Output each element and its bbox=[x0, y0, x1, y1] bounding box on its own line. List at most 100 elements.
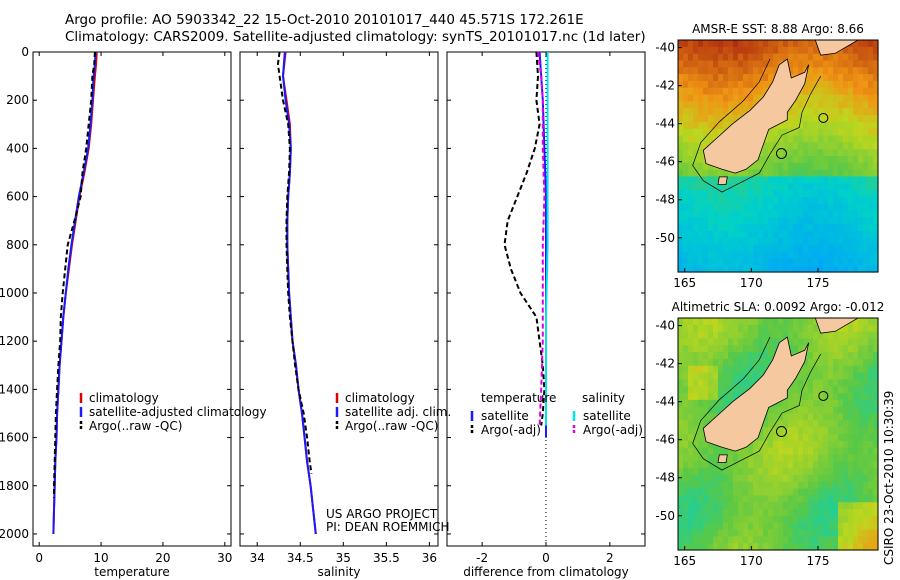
sst_map-cell bbox=[683, 149, 689, 157]
sst_map-cell bbox=[728, 101, 734, 109]
sla_map-cell bbox=[813, 324, 819, 333]
sst_map-cell bbox=[823, 190, 829, 198]
sst_map-cell bbox=[833, 53, 839, 62]
sst_map-cell bbox=[773, 135, 779, 143]
sla_map-cell bbox=[848, 379, 854, 387]
sst_map-cell bbox=[808, 183, 814, 191]
sst_map-cell bbox=[808, 74, 814, 82]
sst_map-cell bbox=[693, 265, 699, 273]
sla_map-cell bbox=[793, 393, 799, 401]
sst_map-cell bbox=[788, 176, 794, 184]
sla_map-cell bbox=[848, 427, 854, 435]
sla_map-cell bbox=[703, 338, 709, 346]
sst_map-cell bbox=[688, 142, 694, 150]
sla_map-cell bbox=[703, 358, 709, 367]
sst_map-cell bbox=[708, 53, 714, 62]
sla_map-cell bbox=[843, 399, 849, 408]
sla_map-cell bbox=[738, 522, 744, 531]
sla_map-cell bbox=[718, 345, 724, 353]
sst_map-cell bbox=[758, 169, 764, 178]
sla_map-cell bbox=[863, 420, 869, 428]
sst_map-cell bbox=[703, 121, 709, 130]
sla_map-cell bbox=[748, 488, 754, 497]
sla_map-cell bbox=[858, 447, 864, 456]
sst_map-cell bbox=[843, 94, 849, 103]
sst_map-cell bbox=[678, 265, 684, 273]
sla_map-cell bbox=[713, 454, 719, 462]
sla_map-cell bbox=[828, 481, 834, 490]
sla_map-cell bbox=[688, 352, 694, 360]
sst_map-cell bbox=[713, 176, 719, 184]
sst_map-cell bbox=[818, 156, 824, 164]
sla_map-cell bbox=[823, 331, 829, 340]
sla_map-cell bbox=[788, 468, 794, 476]
sla_map-cell bbox=[698, 318, 704, 326]
sst_map-cell bbox=[753, 162, 759, 171]
sla_map-cell bbox=[738, 488, 744, 497]
sla_map-cell bbox=[843, 474, 849, 483]
sst_map-cell bbox=[868, 135, 874, 143]
sla_map-cell bbox=[713, 522, 719, 531]
sla_map-cell bbox=[843, 536, 849, 544]
sla_map-cell bbox=[708, 331, 714, 340]
sst_map-cell bbox=[758, 87, 764, 96]
sla_map-cell bbox=[868, 440, 874, 449]
sst_map-cell bbox=[798, 128, 804, 137]
sla_map-south-island bbox=[702, 336, 810, 452]
sst_map-cell bbox=[823, 80, 829, 89]
sla_map-cell bbox=[728, 365, 734, 374]
sst_map-cell bbox=[753, 67, 759, 75]
sst_map-cell bbox=[853, 46, 859, 55]
sst_map-cell bbox=[748, 231, 754, 239]
sla_map-cell bbox=[868, 454, 874, 462]
sst_map-cell bbox=[703, 265, 709, 273]
sst_map-cell bbox=[728, 203, 734, 212]
sla_map-cell bbox=[853, 488, 859, 497]
sla_map-cell bbox=[823, 515, 829, 524]
sst_map-cell bbox=[763, 162, 769, 171]
sla_map-cell bbox=[783, 318, 789, 326]
sla_map-cell bbox=[723, 386, 729, 394]
sst_map-cell bbox=[843, 162, 849, 171]
sst_map-cell bbox=[803, 80, 809, 89]
sla_map-cell bbox=[718, 338, 724, 346]
sla_map-cell bbox=[773, 413, 779, 421]
sst_map-cell bbox=[708, 265, 714, 273]
sst_map-cell bbox=[678, 40, 684, 48]
sla_map-cell bbox=[688, 509, 694, 517]
depth-tick-label: 2000 bbox=[0, 527, 29, 541]
sst_map-cell bbox=[813, 217, 819, 225]
sst_map-cell bbox=[728, 87, 734, 96]
sst_map-cell bbox=[798, 224, 804, 232]
sla_map-cell bbox=[853, 515, 859, 524]
sla_map-cell bbox=[783, 502, 789, 510]
sst_map-cell bbox=[693, 67, 699, 75]
sla_map-cell bbox=[828, 358, 834, 367]
sla_map-cell bbox=[793, 543, 799, 551]
sst_map-cell bbox=[688, 121, 694, 130]
sla_map-cell bbox=[718, 358, 724, 367]
sst_map-cell bbox=[743, 224, 749, 232]
sla_map-cell bbox=[758, 543, 764, 551]
sla_map-cell bbox=[718, 515, 724, 524]
sla_map-cell bbox=[738, 324, 744, 333]
sla_map-cell bbox=[708, 515, 714, 524]
sst_map-cell bbox=[753, 190, 759, 198]
sst_map-cell bbox=[823, 203, 829, 212]
sla_map-cell bbox=[848, 529, 854, 537]
sla_map-cell bbox=[823, 427, 829, 435]
sla_map-cell bbox=[688, 365, 694, 374]
sla_map-cell bbox=[818, 379, 824, 387]
sst_map-cell bbox=[843, 142, 849, 150]
sla_map-cell bbox=[858, 324, 864, 333]
sst_map-cell bbox=[753, 46, 759, 55]
sst_map-cell bbox=[873, 217, 879, 225]
sla_map-cell bbox=[873, 399, 879, 408]
sla_map-cell bbox=[693, 338, 699, 346]
sla_map-cell bbox=[848, 365, 854, 374]
sla_map-cell bbox=[788, 413, 794, 421]
sst_map-cell bbox=[843, 196, 849, 205]
sla_map-cell bbox=[858, 515, 864, 524]
sst_map-cell bbox=[828, 265, 834, 273]
sla_map-cell bbox=[863, 427, 869, 435]
